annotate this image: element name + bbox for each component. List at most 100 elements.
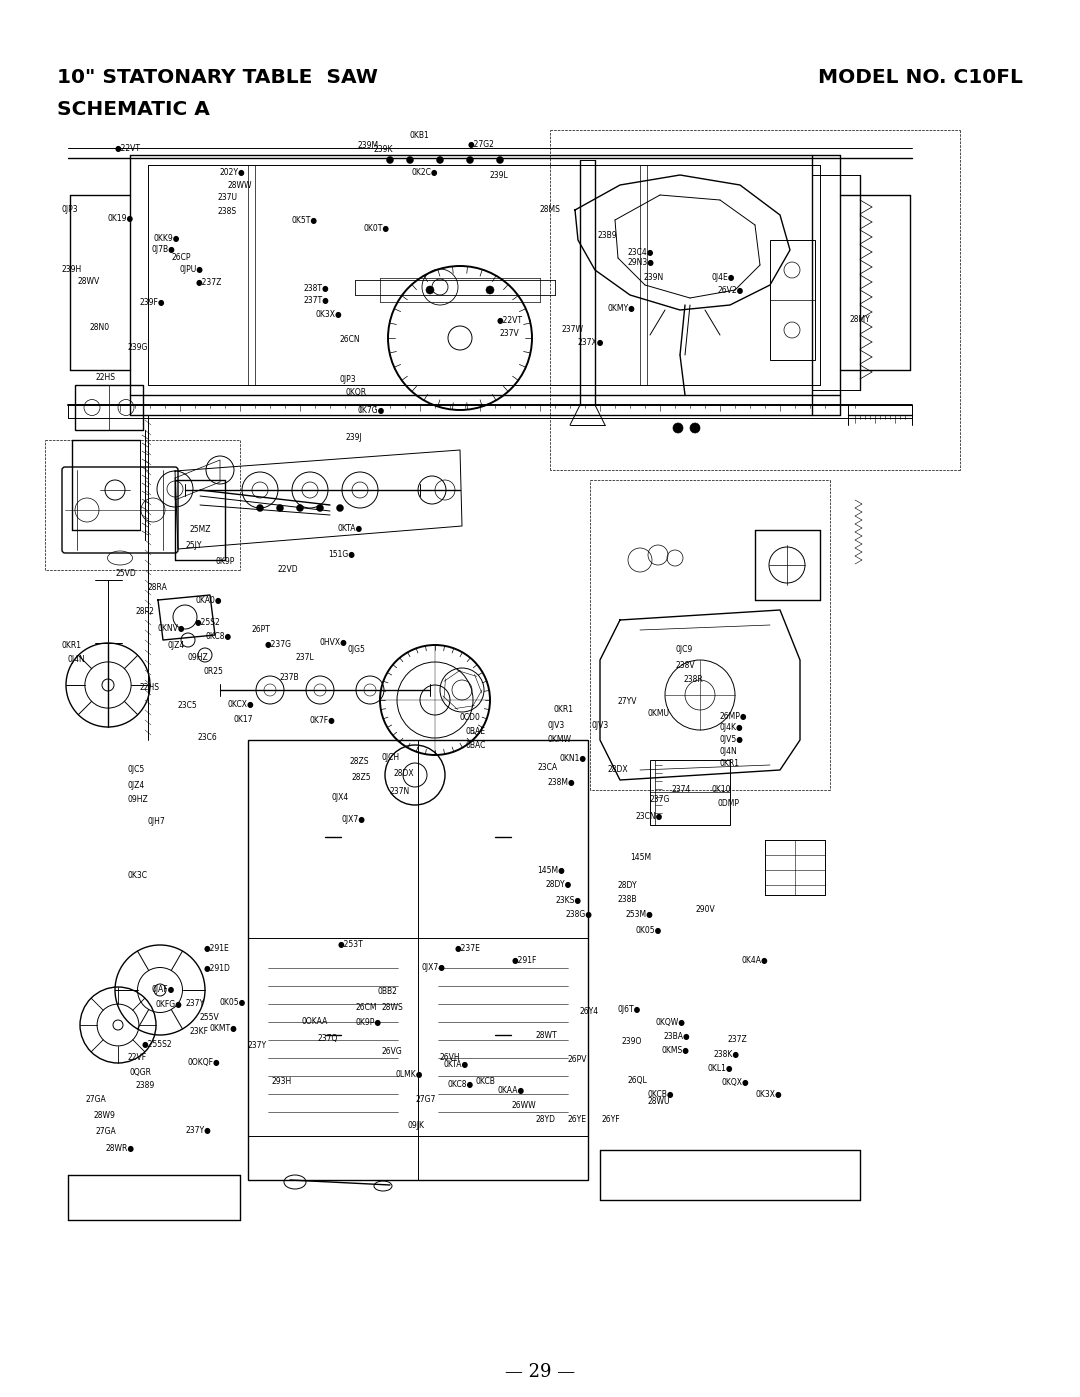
Text: 238R: 238R (684, 676, 704, 685)
Text: 0K7F●: 0K7F● (310, 715, 336, 725)
Text: 0KQW●: 0KQW● (656, 1017, 686, 1027)
Text: 0K9P●: 0K9P● (355, 1017, 381, 1027)
Text: 0JPU●: 0JPU● (180, 265, 204, 274)
Text: 0JV3: 0JV3 (592, 721, 609, 731)
Text: ●22VT: ●22VT (114, 144, 141, 152)
Text: 237N: 237N (390, 788, 410, 796)
Text: 237Y: 237Y (186, 999, 205, 1009)
Text: 0KMW: 0KMW (548, 735, 572, 745)
Text: 0K10: 0K10 (712, 785, 731, 795)
Text: ●27G2: ●27G2 (468, 141, 495, 149)
Text: 09HZ: 09HZ (188, 654, 208, 662)
Text: 0J6T●: 0J6T● (618, 1006, 642, 1014)
Text: 0KB1: 0KB1 (410, 130, 430, 140)
Text: 28DY: 28DY (618, 880, 637, 890)
Text: 23KS●: 23KS● (555, 895, 581, 904)
Text: 239O: 239O (622, 1038, 643, 1046)
Text: 0KCB●: 0KCB● (648, 1091, 675, 1099)
Text: MODEL NO. C10FL: MODEL NO. C10FL (819, 68, 1023, 87)
Circle shape (673, 423, 683, 433)
Bar (75, 386, 143, 430)
Text: 22HS: 22HS (139, 683, 159, 693)
Text: ●237G: ●237G (265, 640, 292, 650)
Text: 0JC9: 0JC9 (675, 645, 692, 655)
Text: 23CN●: 23CN● (636, 812, 663, 820)
Text: 0LMK●: 0LMK● (395, 1070, 422, 1080)
Text: 255V: 255V (200, 1013, 219, 1023)
Text: 26CN: 26CN (340, 335, 361, 345)
Text: ●291D: ●291D (204, 964, 231, 972)
Text: 26Y4: 26Y4 (580, 1007, 599, 1017)
Text: 0K0T●: 0K0T● (363, 224, 389, 232)
Text: 26QL: 26QL (627, 1076, 647, 1084)
Text: 237G: 237G (650, 795, 671, 805)
Text: 0JV5●: 0JV5● (720, 735, 744, 745)
Text: 23B9: 23B9 (597, 231, 617, 239)
Text: 22HS: 22HS (95, 373, 114, 381)
Text: 0OKAA: 0OKAA (302, 1017, 328, 1027)
Text: 28WU: 28WU (648, 1098, 671, 1106)
Circle shape (690, 423, 700, 433)
Text: 0CD0: 0CD0 (460, 714, 481, 722)
Text: 28WW: 28WW (228, 180, 253, 190)
Text: 10" STATONARY TABLE  SAW: 10" STATONARY TABLE SAW (57, 68, 378, 87)
Text: 0JP3: 0JP3 (340, 376, 356, 384)
Text: ●237Z: ●237Z (195, 278, 222, 288)
Text: 0JG5: 0JG5 (347, 645, 365, 655)
Text: 0BAC: 0BAC (465, 742, 485, 750)
Text: 26V2●: 26V2● (718, 285, 744, 295)
Text: 253M●: 253M● (625, 911, 652, 919)
Text: 28WS: 28WS (382, 1003, 404, 1013)
Text: 23KF: 23KF (190, 1028, 210, 1037)
Text: 26PV: 26PV (567, 1056, 586, 1065)
Text: 290V: 290V (696, 905, 715, 915)
Text: 237U: 237U (218, 194, 238, 203)
Text: ●237E: ●237E (455, 943, 481, 953)
Text: 0KFG●: 0KFG● (156, 999, 181, 1009)
Text: 26VG: 26VG (382, 1048, 403, 1056)
Text: 28MS: 28MS (540, 205, 561, 215)
Text: 238T●: 238T● (303, 284, 328, 292)
Text: 239J: 239J (345, 433, 362, 443)
Text: SCHEMATIC A: SCHEMATIC A (57, 101, 210, 119)
Text: 0KK9●: 0KK9● (153, 233, 179, 243)
Text: 2374: 2374 (672, 785, 691, 795)
Circle shape (426, 286, 434, 293)
Text: 293H: 293H (272, 1077, 293, 1087)
Text: 28P2: 28P2 (135, 608, 153, 616)
Text: 237B: 237B (280, 673, 299, 683)
Text: 23C4●: 23C4● (627, 247, 654, 257)
Circle shape (406, 156, 414, 163)
Text: 237T●: 237T● (303, 296, 328, 305)
Text: 0BAE: 0BAE (465, 728, 485, 736)
Text: 237Q: 237Q (318, 1034, 338, 1042)
Text: 0K17: 0K17 (233, 715, 253, 725)
Text: 237Y●: 237Y● (186, 1126, 212, 1134)
Text: 28YD: 28YD (535, 1115, 555, 1125)
Circle shape (387, 156, 393, 163)
Text: 23C6: 23C6 (197, 733, 217, 742)
Text: 237Z: 237Z (728, 1035, 747, 1045)
Text: 29N3●: 29N3● (627, 258, 654, 267)
Text: 0R25: 0R25 (204, 668, 224, 676)
Text: 0JC5: 0JC5 (127, 766, 145, 774)
Text: 0JX7●: 0JX7● (342, 816, 366, 824)
Text: 237Y: 237Y (248, 1041, 267, 1049)
Text: 0KR1: 0KR1 (553, 705, 573, 714)
Text: 0KMY●: 0KMY● (608, 303, 636, 313)
Text: 0KCX●: 0KCX● (228, 700, 255, 710)
Text: 0K3X●: 0K3X● (315, 310, 341, 320)
Text: 0KC8●: 0KC8● (448, 1080, 474, 1090)
Text: 0K3X●: 0K3X● (756, 1091, 783, 1099)
Text: 26CM: 26CM (355, 1003, 377, 1013)
Text: 239K: 239K (374, 145, 393, 155)
Text: 28W9: 28W9 (94, 1111, 116, 1119)
Text: 0K4A●: 0K4A● (742, 956, 769, 964)
Text: 28Z5: 28Z5 (352, 774, 372, 782)
Text: 28WV: 28WV (78, 278, 100, 286)
Text: ●22VT: ●22VT (497, 316, 523, 324)
Text: 145M: 145M (630, 854, 651, 862)
Text: 0OKQF●: 0OKQF● (188, 1058, 220, 1066)
Text: 0KTA●: 0KTA● (338, 524, 363, 532)
Text: 239L: 239L (490, 170, 509, 179)
